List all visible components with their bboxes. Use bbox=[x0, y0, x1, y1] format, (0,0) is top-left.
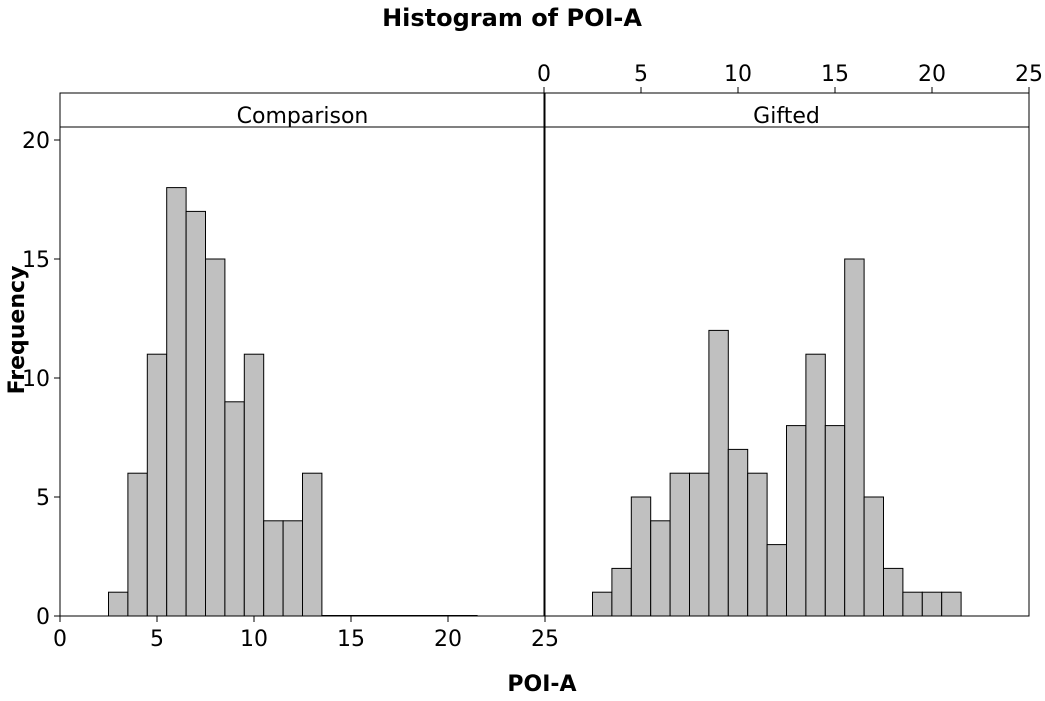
x-tick-label: 0 bbox=[53, 627, 67, 652]
histogram-bar bbox=[592, 591, 613, 617]
histogram-bar bbox=[611, 567, 632, 617]
histogram-bar bbox=[630, 496, 652, 617]
histogram-bar bbox=[146, 353, 168, 617]
histogram-bar bbox=[224, 401, 245, 617]
histogram-bar bbox=[708, 329, 729, 617]
x-tick-label: 15 bbox=[337, 627, 365, 652]
x-axis-label: POI-A bbox=[507, 672, 576, 696]
histogram-bar bbox=[902, 591, 923, 617]
x-tick-label-top: 20 bbox=[918, 62, 946, 87]
x-tick-label-top: 5 bbox=[634, 62, 648, 87]
histogram-bar bbox=[766, 544, 787, 617]
histogram-bar bbox=[786, 425, 807, 617]
x-tick-label: 25 bbox=[531, 627, 559, 652]
histogram-bar bbox=[844, 258, 865, 617]
histogram-bar bbox=[689, 472, 710, 617]
histogram-bar bbox=[302, 472, 323, 617]
histogram-bar bbox=[399, 615, 420, 617]
x-tick-label-top: 15 bbox=[821, 62, 849, 87]
histogram-bar bbox=[941, 591, 962, 617]
panel-strip-label: Gifted bbox=[753, 104, 820, 129]
panel-strip-label: Comparison bbox=[237, 104, 369, 129]
y-axis-label: Frequency bbox=[5, 266, 30, 395]
histogram-bar bbox=[205, 258, 226, 617]
histogram-bar bbox=[457, 615, 478, 617]
histogram-bar bbox=[437, 615, 459, 617]
histogram-bar bbox=[321, 615, 342, 617]
histogram-bar bbox=[921, 591, 943, 617]
histogram-bar bbox=[263, 520, 284, 617]
y-tick-label: 0 bbox=[36, 605, 50, 630]
histogram-bar bbox=[166, 187, 187, 617]
histogram-bar bbox=[185, 210, 207, 617]
histogram-bar bbox=[418, 615, 439, 617]
x-tick-label: 10 bbox=[240, 627, 268, 652]
y-tick-label: 20 bbox=[22, 129, 50, 154]
x-tick-label-top: 10 bbox=[724, 62, 752, 87]
histogram-bar bbox=[127, 472, 148, 617]
y-tick-label: 10 bbox=[22, 367, 50, 392]
histogram-bar bbox=[379, 615, 401, 617]
histogram-bar bbox=[650, 520, 671, 617]
chart-title: Histogram of POI-A bbox=[382, 4, 642, 32]
histogram-bar bbox=[669, 472, 690, 617]
histogram-bar bbox=[805, 353, 826, 617]
x-tick-label-top: 25 bbox=[1015, 62, 1043, 87]
histogram-bar bbox=[824, 425, 846, 617]
x-tick-label: 20 bbox=[434, 627, 462, 652]
histogram-bar bbox=[863, 496, 884, 617]
histogram-bar bbox=[727, 448, 749, 617]
histogram-bar bbox=[747, 472, 768, 617]
histogram-bar bbox=[360, 615, 381, 617]
plot-layer: Comparison 0 5 10 15 20 25 Gifted 0 5 10 15 20 25 0 5 10… bbox=[22, 62, 1043, 652]
x-tick-label-top: 0 bbox=[537, 62, 551, 87]
histogram-bar bbox=[243, 353, 265, 617]
histogram-bar bbox=[282, 520, 304, 617]
histogram-bar bbox=[340, 615, 362, 617]
histogram-bar bbox=[108, 591, 129, 617]
y-tick-label: 5 bbox=[36, 486, 50, 511]
histogram-bar bbox=[883, 567, 904, 617]
y-tick-label: 15 bbox=[22, 248, 50, 273]
x-tick-label: 5 bbox=[150, 627, 164, 652]
